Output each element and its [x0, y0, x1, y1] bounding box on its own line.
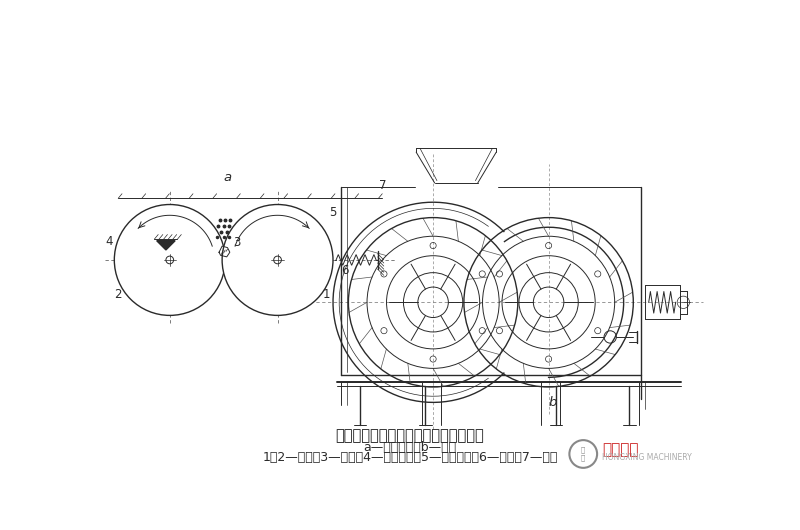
- Circle shape: [274, 256, 282, 264]
- Circle shape: [114, 205, 226, 315]
- Text: 2: 2: [114, 288, 122, 302]
- Circle shape: [166, 256, 174, 264]
- Text: b: b: [548, 396, 557, 409]
- Text: a—工作原理；b—结构: a—工作原理；b—结构: [363, 440, 457, 454]
- Text: 红
星: 红 星: [581, 447, 586, 461]
- Text: 红星机器: 红星机器: [602, 442, 639, 457]
- Text: 3: 3: [233, 236, 240, 249]
- Text: a: a: [223, 171, 231, 184]
- Text: 1，2—辊子；3—物料；4—固定轴承；5—可动轴承；6—弹簧；7—机架: 1，2—辊子；3—物料；4—固定轴承；5—可动轴承；6—弹簧；7—机架: [262, 450, 558, 464]
- Circle shape: [222, 205, 333, 315]
- Text: 5: 5: [329, 206, 337, 219]
- Text: HONGXING MACHINERY: HONGXING MACHINERY: [602, 453, 692, 462]
- Polygon shape: [157, 241, 175, 250]
- Text: 4: 4: [105, 235, 113, 248]
- Text: 7: 7: [379, 179, 386, 192]
- Text: 1: 1: [323, 288, 330, 302]
- Text: 6: 6: [341, 264, 348, 277]
- Text: 双辊式破碎机的工作原理及结构示意图: 双辊式破碎机的工作原理及结构示意图: [336, 428, 484, 443]
